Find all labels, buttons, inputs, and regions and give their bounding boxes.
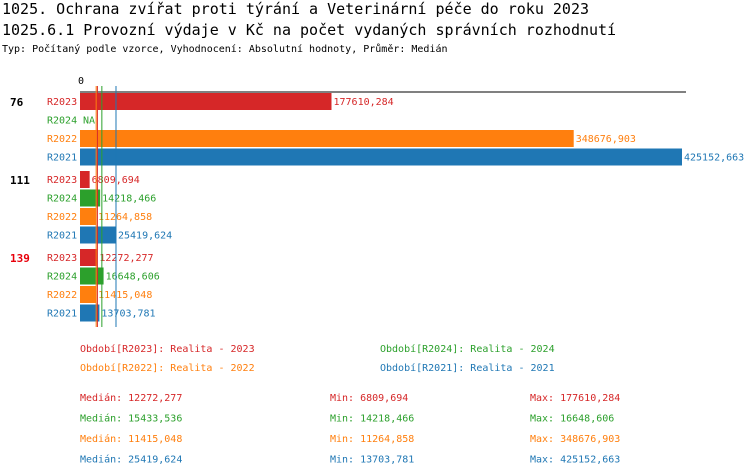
bar — [80, 171, 90, 188]
bar — [80, 226, 116, 244]
series-row-label: R2021 — [47, 309, 77, 320]
series-row-label: R2021 — [47, 231, 77, 242]
bar-value-label: NA — [83, 116, 95, 127]
bar-value-label: 12272,277 — [99, 253, 153, 264]
stat-max: Max: 16648,606 — [530, 414, 614, 425]
stat-median: Medián: 11415,048 — [80, 433, 182, 445]
bar-value-label: 425152,663 — [684, 153, 744, 164]
series-row-label: R2022 — [47, 290, 77, 301]
bar — [80, 148, 682, 166]
series-row-label: R2023 — [47, 175, 77, 186]
chart-subtitle: 1025.6.1 Provozní výdaje v Kč na počet v… — [2, 21, 617, 39]
legend-entry: Období[R2024]: Realita - 2024 — [380, 343, 555, 355]
stat-min: Min: 14218,466 — [330, 414, 414, 425]
bar-value-label: 348676,903 — [576, 134, 636, 145]
chart-title: 1025. Ochrana zvířat proti týrání a Vete… — [2, 0, 589, 18]
bar — [80, 208, 96, 225]
series-row-label: R2024 — [47, 194, 77, 205]
stat-median: Medián: 12272,277 — [80, 392, 182, 404]
stat-median: Medián: 25419,624 — [80, 454, 182, 466]
stat-max: Max: 177610,284 — [530, 393, 620, 404]
chart-type-line: Typ: Počítaný podle vzorce, Vyhodnocení:… — [2, 44, 448, 55]
bar-value-label: 13703,781 — [101, 309, 155, 320]
bar-value-label: 14218,466 — [102, 194, 156, 205]
series-row-label: R2024 — [47, 272, 77, 283]
bar — [80, 130, 574, 147]
stat-min: Min: 11264,858 — [330, 434, 414, 445]
group-label: 76 — [10, 96, 24, 109]
series-row-label: R2022 — [47, 134, 77, 145]
bar-value-label: 177610,284 — [333, 97, 393, 108]
bar — [80, 286, 97, 303]
bar — [80, 267, 104, 285]
legend-entry: Období[R2021]: Realita - 2021 — [380, 362, 555, 374]
legend-entry: Období[R2022]: Realita - 2022 — [80, 362, 255, 374]
series-row-label: R2021 — [47, 153, 77, 164]
stat-max: Max: 348676,903 — [530, 434, 620, 445]
bar — [80, 93, 332, 110]
series-row-label: R2023 — [47, 97, 77, 108]
stat-max: Max: 425152,663 — [530, 455, 620, 466]
stat-median: Medián: 15433,536 — [80, 413, 182, 425]
stat-min: Min: 6809,694 — [330, 393, 408, 404]
bar-value-label: 16648,606 — [106, 272, 160, 283]
group-label: 139 — [10, 252, 30, 265]
legend-entry: Období[R2023]: Realita - 2023 — [80, 343, 255, 355]
bar — [80, 304, 100, 322]
stat-min: Min: 13703,781 — [330, 455, 414, 466]
bar-value-label: 11264,858 — [98, 212, 152, 223]
series-row-label: R2023 — [47, 253, 77, 264]
bar-value-label: 25419,624 — [118, 231, 172, 242]
series-row-label: R2022 — [47, 212, 77, 223]
bar — [80, 189, 101, 207]
bar-value-label: 11415,048 — [98, 290, 152, 301]
x-axis-zero-label: 0 — [78, 76, 84, 87]
group-label: 111 — [10, 174, 30, 187]
bar — [80, 249, 98, 266]
series-row-label: R2024 — [47, 116, 77, 127]
